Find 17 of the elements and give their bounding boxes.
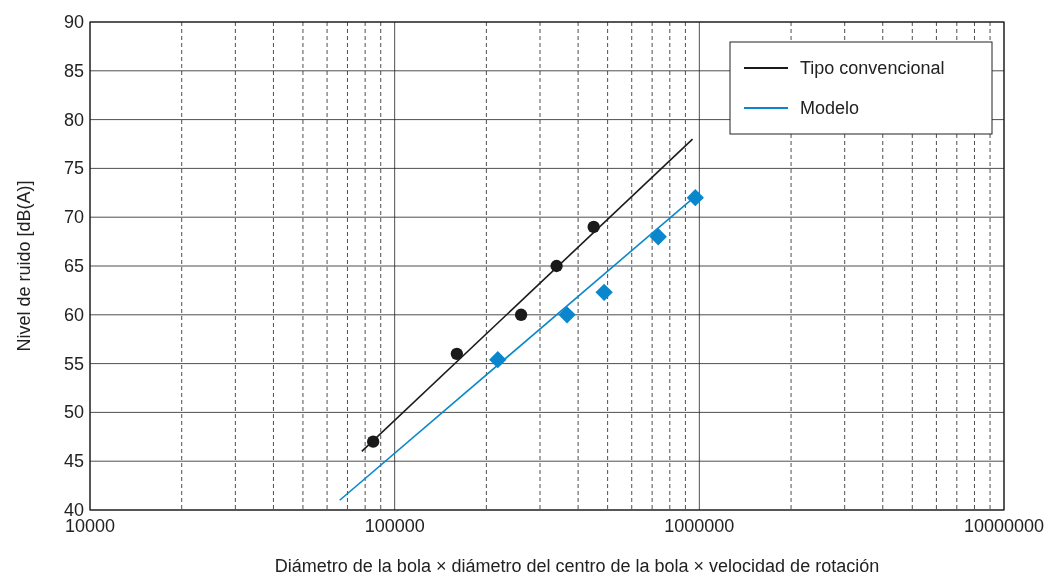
y-tick-label: 80 <box>63 109 84 130</box>
y-tick-label: 60 <box>63 304 84 325</box>
x-tick-label: 100000 <box>364 516 425 536</box>
y-tick-label: 85 <box>63 60 84 81</box>
x-tick-label: 10000000 <box>963 516 1045 536</box>
y-tick-label: 50 <box>63 402 84 423</box>
y-tick-label: 70 <box>63 207 84 228</box>
y-tick-label: 75 <box>63 158 84 179</box>
y-tick-label: 55 <box>63 353 84 374</box>
y-tick-label: 45 <box>63 451 84 472</box>
x-tick-label: 1000000 <box>664 516 735 536</box>
y-tick-label: 90 <box>63 12 84 32</box>
legend-label: Modelo <box>800 98 860 118</box>
y-axis-title: Nivel de ruido [dB(A)] <box>14 180 34 352</box>
legend-label: Tipo convencional <box>800 58 945 78</box>
x-axis-title: Diámetro de la bola × diámetro del centro de la bola × velocidad de rotación <box>274 556 880 576</box>
y-tick-label: 65 <box>63 256 84 276</box>
